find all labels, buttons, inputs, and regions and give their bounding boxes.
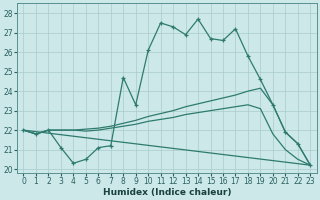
X-axis label: Humidex (Indice chaleur): Humidex (Indice chaleur)	[103, 188, 231, 197]
